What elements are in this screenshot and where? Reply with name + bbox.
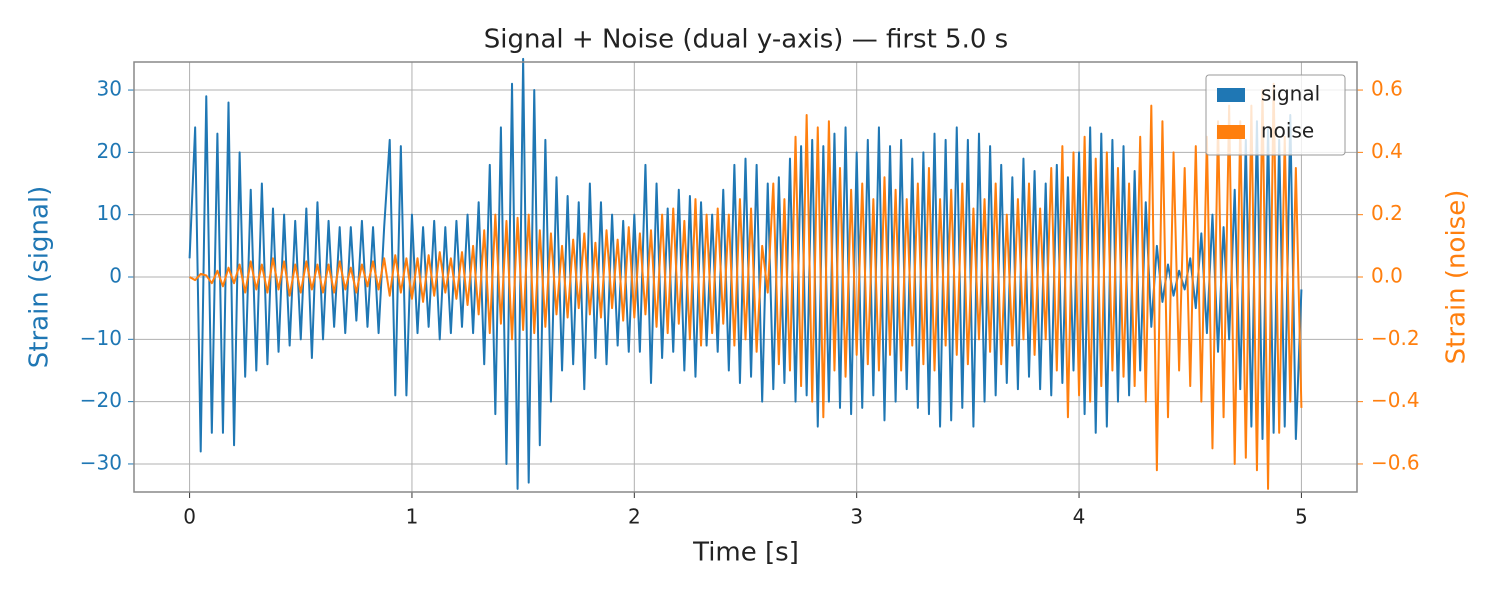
y-tick-label: −10: [80, 326, 122, 350]
x-tick-label: 4: [1073, 505, 1086, 529]
series-line: [189, 82, 1303, 490]
y2-tick-label: 0.6: [1371, 77, 1403, 101]
series-line: [188, 57, 1303, 490]
chart-title: Signal + Noise (dual y-axis) — first 5.0…: [484, 25, 1008, 55]
legend-label: noise: [1261, 119, 1314, 143]
x-tick-label: 3: [850, 505, 863, 529]
y2-tick-label: 0.0: [1371, 264, 1403, 288]
y-tick-label: 20: [97, 139, 122, 163]
y-axis-label: Strain (signal): [25, 186, 55, 368]
y-tick-label: −20: [80, 388, 122, 412]
x-tick-label: 5: [1295, 505, 1308, 529]
y2-tick-label: 0.4: [1371, 139, 1403, 163]
y2-tick-label: −0.4: [1371, 388, 1420, 412]
y2-tick-label: −0.2: [1371, 326, 1420, 350]
legend-swatch: [1217, 88, 1245, 102]
y2-axis-label: Strain (noise): [1442, 190, 1472, 365]
x-tick-label: 2: [628, 505, 641, 529]
y2-tick-label: −0.6: [1371, 450, 1420, 474]
legend-swatch: [1217, 125, 1245, 139]
x-tick-label: 0: [183, 505, 196, 529]
plot-frame: [133, 61, 1358, 493]
y-tick-label: 10: [97, 201, 122, 225]
y-tick-label: 0: [109, 264, 122, 288]
y-tick-label: 30: [97, 77, 122, 101]
x-tick-label: 1: [406, 505, 419, 529]
y-tick-label: −30: [80, 450, 122, 474]
x-axis-label: Time [s]: [692, 538, 799, 568]
y2-tick-label: 0.2: [1371, 201, 1403, 225]
legend-label: signal: [1261, 82, 1320, 106]
